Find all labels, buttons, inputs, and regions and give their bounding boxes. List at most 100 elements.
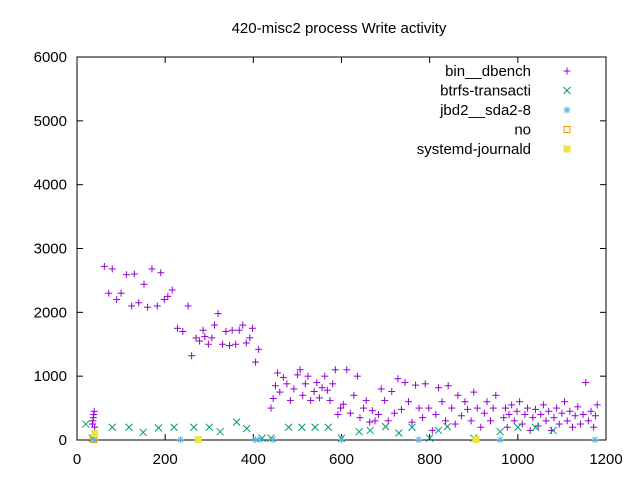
data-point bbox=[442, 417, 450, 425]
data-point bbox=[542, 417, 550, 425]
data-point bbox=[286, 396, 294, 404]
x-tick-label: 0 bbox=[73, 451, 81, 468]
data-point bbox=[170, 423, 178, 432]
data-point bbox=[415, 436, 423, 444]
data-point bbox=[443, 422, 452, 431]
data-point bbox=[296, 366, 304, 374]
legend-label: no bbox=[514, 122, 531, 139]
data-point bbox=[434, 384, 442, 392]
data-point bbox=[534, 422, 542, 430]
data-point bbox=[496, 436, 504, 444]
data-point bbox=[148, 265, 156, 273]
data-point bbox=[326, 396, 334, 404]
legend-label: btrfs-transacti bbox=[440, 83, 531, 100]
series-bin__dbench bbox=[88, 262, 601, 434]
data-point bbox=[304, 372, 312, 380]
data-point bbox=[412, 381, 420, 389]
data-point bbox=[591, 412, 599, 420]
data-point bbox=[366, 426, 375, 435]
data-point bbox=[563, 417, 571, 425]
data-point bbox=[444, 382, 452, 390]
data-point bbox=[246, 334, 254, 342]
data-point bbox=[584, 417, 592, 425]
data-point bbox=[255, 345, 263, 353]
data-point bbox=[108, 423, 117, 432]
data-point bbox=[204, 340, 212, 348]
data-point bbox=[188, 352, 196, 360]
data-point bbox=[454, 391, 462, 399]
data-point bbox=[307, 396, 315, 404]
data-point bbox=[269, 435, 277, 443]
data-point bbox=[432, 410, 440, 418]
data-point bbox=[153, 302, 161, 310]
data-point bbox=[590, 423, 598, 431]
legend-marker bbox=[563, 126, 571, 133]
data-point bbox=[135, 299, 143, 307]
series-btrfs-transacti bbox=[81, 418, 557, 442]
legend-marker bbox=[563, 145, 571, 153]
data-point bbox=[293, 371, 301, 379]
data-point bbox=[154, 424, 163, 432]
data-point bbox=[489, 404, 497, 412]
data-point bbox=[451, 420, 459, 428]
data-point bbox=[566, 407, 574, 415]
legend: bin__dbench btrfs-transacti jbd2__sda2-8no… bbox=[417, 63, 571, 158]
data-point bbox=[582, 379, 590, 387]
y-tick-label: 6000 bbox=[34, 49, 67, 66]
chart-title: 420-misc2 process Write activity bbox=[232, 20, 447, 37]
data-point bbox=[397, 405, 405, 413]
data-point bbox=[550, 414, 558, 422]
data-point bbox=[271, 382, 279, 390]
data-point bbox=[360, 404, 368, 412]
data-point bbox=[508, 401, 516, 409]
data-point bbox=[561, 398, 569, 406]
data-point bbox=[174, 324, 182, 332]
data-point bbox=[334, 410, 342, 418]
legend-label: systemd-journald bbox=[417, 141, 531, 158]
data-point bbox=[384, 417, 392, 425]
data-point bbox=[297, 423, 306, 432]
data-point bbox=[401, 379, 409, 387]
data-point bbox=[394, 429, 403, 437]
data-point bbox=[208, 334, 216, 342]
data-point bbox=[591, 436, 599, 444]
data-point bbox=[518, 420, 526, 428]
data-point bbox=[184, 302, 192, 310]
data-point bbox=[483, 398, 491, 406]
data-point bbox=[267, 404, 275, 412]
data-point bbox=[472, 436, 480, 444]
data-point bbox=[487, 417, 495, 425]
data-point bbox=[381, 422, 390, 431]
data-point bbox=[576, 420, 584, 428]
data-point bbox=[343, 366, 351, 374]
data-point bbox=[128, 302, 136, 310]
data-point bbox=[232, 418, 241, 426]
data-point bbox=[388, 387, 396, 395]
data-point bbox=[568, 423, 576, 431]
data-point bbox=[467, 417, 475, 425]
data-point bbox=[500, 414, 508, 422]
data-point bbox=[473, 404, 481, 412]
data-point bbox=[179, 327, 187, 335]
y-tick-label: 1000 bbox=[34, 368, 67, 385]
y-tick-label: 0 bbox=[59, 432, 67, 449]
data-point bbox=[315, 394, 323, 402]
data-point bbox=[346, 409, 354, 417]
data-point bbox=[353, 372, 361, 380]
data-point bbox=[339, 400, 347, 408]
data-point bbox=[105, 289, 113, 297]
legend-marker bbox=[563, 67, 571, 75]
data-point bbox=[177, 436, 185, 444]
legend-label: jbd2__sda2-8 bbox=[439, 102, 531, 119]
data-point bbox=[448, 404, 456, 412]
y-tick-label: 4000 bbox=[34, 177, 67, 194]
data-point bbox=[189, 423, 198, 432]
data-point bbox=[232, 340, 240, 348]
data-point bbox=[218, 340, 226, 348]
data-point bbox=[593, 401, 601, 409]
data-point bbox=[321, 372, 329, 380]
data-point bbox=[524, 404, 532, 412]
data-point bbox=[301, 380, 309, 388]
data-point bbox=[228, 326, 236, 334]
